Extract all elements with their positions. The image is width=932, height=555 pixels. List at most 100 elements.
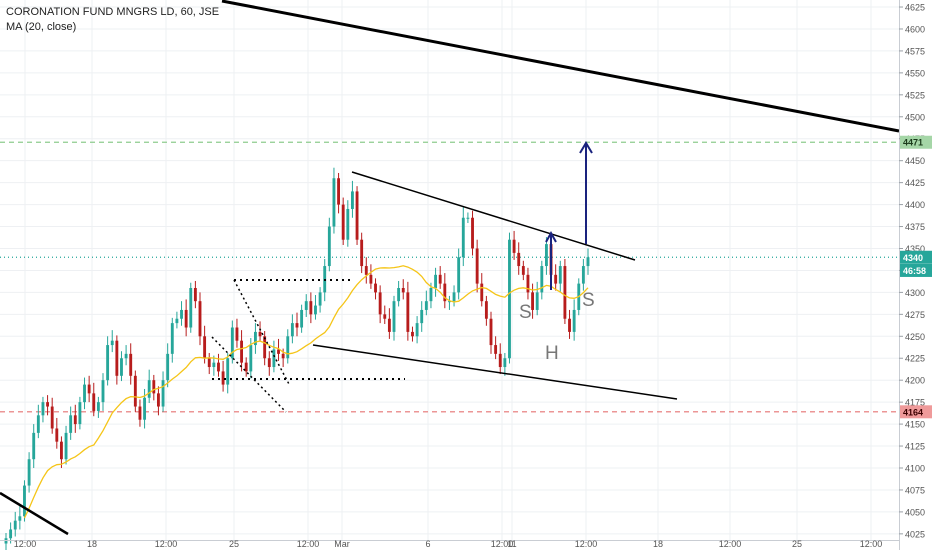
candle[interactable] (457, 257, 461, 293)
candle[interactable] (420, 309, 424, 324)
candle[interactable] (18, 516, 22, 521)
candle[interactable] (226, 358, 230, 385)
candle[interactable] (175, 318, 179, 324)
candle[interactable] (55, 428, 59, 442)
candle[interactable] (447, 301, 451, 303)
candle[interactable] (161, 380, 165, 407)
candle[interactable] (152, 380, 156, 394)
candle[interactable] (424, 301, 428, 310)
candle[interactable] (494, 345, 498, 354)
candle[interactable] (471, 217, 474, 249)
candle[interactable] (392, 301, 396, 332)
candle[interactable] (180, 309, 183, 319)
candle[interactable] (364, 266, 368, 275)
candle[interactable] (383, 314, 387, 319)
candle[interactable] (558, 266, 562, 284)
candle[interactable] (341, 204, 345, 240)
candle[interactable] (508, 239, 511, 359)
candle[interactable] (484, 301, 488, 319)
candle[interactable] (337, 178, 341, 205)
candle[interactable] (521, 266, 525, 275)
candle[interactable] (544, 244, 548, 267)
candle[interactable] (406, 292, 410, 332)
candle[interactable] (397, 288, 401, 302)
candle[interactable] (554, 274, 558, 284)
candle[interactable] (314, 305, 317, 315)
candle[interactable] (452, 292, 456, 302)
candle[interactable] (235, 327, 239, 341)
candle[interactable] (318, 292, 322, 306)
candle[interactable] (36, 415, 40, 433)
candle[interactable] (300, 309, 304, 328)
candle[interactable] (411, 331, 414, 337)
candle[interactable] (401, 288, 405, 293)
candle[interactable] (526, 274, 530, 293)
candle[interactable] (249, 345, 253, 372)
candle[interactable] (286, 336, 290, 359)
candle[interactable] (221, 371, 225, 385)
candle[interactable] (369, 274, 373, 284)
candle[interactable] (69, 415, 73, 433)
candle[interactable] (50, 406, 54, 429)
candle[interactable] (503, 358, 507, 368)
upper-trendline[interactable] (221, 0, 900, 133)
wedge-lower-line[interactable] (312, 344, 678, 400)
candle[interactable] (184, 309, 188, 328)
candle[interactable] (212, 362, 216, 368)
candle[interactable] (378, 292, 382, 315)
candle[interactable] (92, 393, 96, 411)
candle[interactable] (415, 323, 419, 337)
candle[interactable] (133, 375, 137, 407)
candle[interactable] (281, 353, 285, 359)
candle[interactable] (240, 340, 244, 363)
candle[interactable] (429, 288, 433, 302)
candle[interactable] (59, 441, 63, 460)
wedge-upper-line[interactable] (351, 171, 636, 261)
candle[interactable] (244, 362, 248, 372)
candle[interactable] (572, 309, 576, 332)
candle[interactable] (258, 331, 262, 337)
candle[interactable] (350, 191, 354, 209)
candle[interactable] (438, 274, 442, 284)
candle[interactable] (143, 397, 147, 420)
candle[interactable] (434, 274, 438, 288)
candle[interactable] (267, 358, 271, 368)
candle[interactable] (586, 257, 590, 267)
candle[interactable] (277, 349, 280, 354)
candle[interactable] (9, 529, 13, 539)
lower-left-trendline[interactable] (0, 491, 69, 536)
candle[interactable] (360, 239, 364, 267)
candle[interactable] (531, 292, 535, 310)
candle[interactable] (83, 384, 86, 403)
candle[interactable] (535, 292, 539, 310)
candle[interactable] (170, 323, 174, 354)
candle[interactable] (581, 266, 585, 284)
candle[interactable] (304, 301, 308, 310)
ma-line[interactable] (23, 265, 589, 519)
candle[interactable] (568, 318, 571, 332)
candle[interactable] (110, 340, 114, 346)
candle[interactable] (461, 217, 465, 258)
candle[interactable] (106, 345, 110, 381)
candle[interactable] (138, 406, 142, 420)
candle[interactable] (480, 283, 484, 302)
candle[interactable] (498, 353, 502, 368)
candle[interactable] (120, 358, 123, 376)
candle[interactable] (263, 336, 267, 359)
candle[interactable] (41, 402, 45, 416)
candle[interactable] (563, 266, 567, 319)
candle[interactable] (147, 380, 151, 398)
candle[interactable] (129, 353, 133, 376)
candle[interactable] (295, 323, 299, 328)
candle[interactable] (443, 283, 447, 302)
candle[interactable] (540, 266, 544, 293)
candle[interactable] (46, 402, 50, 407)
candle[interactable] (332, 178, 336, 227)
candle[interactable] (73, 415, 77, 425)
candle[interactable] (13, 520, 17, 530)
candle[interactable] (207, 358, 211, 368)
candle[interactable] (217, 362, 220, 372)
candle[interactable] (230, 327, 234, 359)
